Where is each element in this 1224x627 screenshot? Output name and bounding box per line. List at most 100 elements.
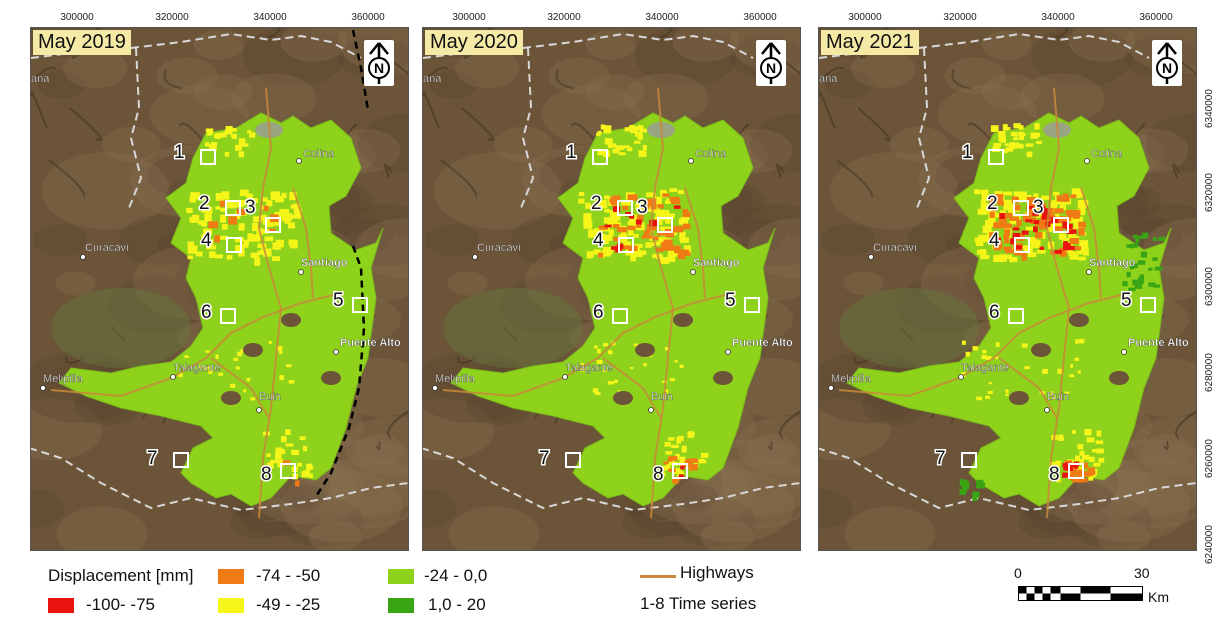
displacement-patch-yellow bbox=[602, 249, 612, 256]
displacement-patch-yellow bbox=[974, 237, 981, 243]
displacement-patch-yellow bbox=[664, 389, 669, 394]
displacement-patch-yellow bbox=[608, 229, 614, 237]
displacement-patch-yellow bbox=[679, 456, 686, 462]
displacement-patch-red bbox=[1032, 212, 1039, 216]
terrain-patch bbox=[429, 70, 478, 99]
displacement-patch-yellow bbox=[982, 202, 989, 209]
displacement-patch-orange bbox=[1003, 246, 1013, 251]
displacement-patch-yellow bbox=[657, 237, 668, 245]
displacement-patch-yellow bbox=[975, 238, 984, 247]
displacement-patch-yellow bbox=[985, 219, 995, 226]
displacement-patch-yellow bbox=[1076, 250, 1086, 255]
site-label: 8 bbox=[1049, 464, 1060, 485]
terrain-ridge bbox=[951, 68, 971, 90]
place-marker bbox=[296, 158, 302, 164]
site-box bbox=[617, 200, 633, 216]
place-marker bbox=[333, 349, 339, 355]
displacement-patch-yellow bbox=[217, 372, 224, 376]
terrain-patch bbox=[101, 126, 161, 162]
displacement-patch-yellow bbox=[593, 249, 601, 255]
highway bbox=[838, 292, 1130, 398]
displacement-patch-yellow bbox=[260, 205, 267, 210]
displacement-patch-yellow bbox=[1088, 474, 1094, 481]
terrain-patch bbox=[1068, 469, 1191, 543]
displacement-patch-orange bbox=[1078, 227, 1085, 236]
displacement-patch-yellow bbox=[1030, 237, 1037, 242]
displacement-patch-orange bbox=[1022, 213, 1032, 222]
displacement-patch-yellow bbox=[265, 219, 274, 227]
north-arrow-letter: N bbox=[374, 60, 384, 76]
displacement-patch-orange bbox=[682, 223, 691, 230]
terrain-patch bbox=[63, 49, 128, 89]
place-marker bbox=[40, 385, 46, 391]
displacement-patch-yellow bbox=[604, 234, 613, 241]
displacement-patch-orange bbox=[611, 198, 619, 206]
displacement-patch-orange bbox=[627, 225, 636, 231]
displacement-patch-darkgreen bbox=[1130, 263, 1138, 269]
displacement-patch-orange bbox=[989, 211, 995, 218]
displacement-patch-yellow bbox=[1064, 391, 1070, 394]
terrain-patch bbox=[31, 488, 65, 529]
displacement-patch-orange bbox=[668, 468, 676, 473]
place-label: Melipilla bbox=[831, 373, 872, 385]
displacement-patch-yellow bbox=[669, 188, 678, 192]
displacement-patch-yellow bbox=[982, 225, 992, 234]
displacement-patch-yellow bbox=[289, 215, 297, 219]
displacement-patch-yellow bbox=[240, 349, 245, 353]
displacement-patch-yellow bbox=[639, 128, 647, 133]
site-box bbox=[226, 237, 242, 253]
displacement-patch-yellow bbox=[981, 207, 990, 212]
legend-label-lightgreen: -24 - 0,0 bbox=[424, 566, 488, 585]
displacement-patch-yellow bbox=[578, 191, 585, 197]
displacement-patch-yellow bbox=[604, 209, 611, 213]
terrain-patch bbox=[829, 152, 959, 230]
displacement-patch-yellow bbox=[678, 190, 684, 195]
fault-line bbox=[313, 29, 370, 499]
panel-title: May 2019 bbox=[33, 30, 131, 55]
displacement-patch-yellow bbox=[669, 459, 675, 465]
displacement-patch-yellow bbox=[1082, 454, 1090, 460]
scalebar-max-label: 30 bbox=[1134, 565, 1150, 581]
displacement-patch-yellow bbox=[187, 241, 195, 250]
displacement-patch-yellow bbox=[238, 151, 245, 158]
displacement-patch-red bbox=[635, 219, 642, 225]
terrain-ridge bbox=[163, 68, 183, 90]
displacement-patch-yellow bbox=[1032, 132, 1041, 138]
displacement-patch-yellow bbox=[204, 229, 213, 236]
displacement-patch-orange bbox=[263, 205, 269, 212]
displacement-patch-orange bbox=[1054, 208, 1064, 214]
displacement-patch-orange bbox=[1059, 196, 1070, 202]
displacement-patch-yellow bbox=[1013, 137, 1019, 141]
displacement-patch-red bbox=[1062, 474, 1066, 478]
terrain-ridge bbox=[853, 356, 874, 364]
displacement-patch-yellow bbox=[1055, 460, 1061, 466]
displacement-patch-yellow bbox=[580, 363, 585, 367]
displacement-patch-yellow bbox=[1079, 204, 1085, 212]
displacement-patch-yellow bbox=[186, 207, 193, 214]
displacement-patch-yellow bbox=[602, 369, 608, 372]
terrain-ridge bbox=[819, 90, 836, 129]
displacement-patch-orange bbox=[1009, 216, 1020, 221]
displacement-patch-yellow bbox=[308, 473, 314, 478]
displacement-patch-yellow bbox=[274, 211, 284, 218]
place-label: Melipilla bbox=[43, 373, 84, 385]
terrain-patch bbox=[843, 271, 884, 296]
displacement-patch-darkgreen bbox=[1154, 266, 1163, 271]
displacement-patch-yellow bbox=[965, 351, 971, 357]
displacement-patch-orange bbox=[998, 201, 1004, 206]
displacement-patch-yellow bbox=[622, 241, 631, 246]
displacement-patch-yellow bbox=[643, 363, 647, 367]
displacement-patch-yellow bbox=[1068, 231, 1074, 240]
displacement-patch-red bbox=[678, 474, 684, 480]
terrain-patch bbox=[750, 113, 800, 172]
displacement-patch-yellow bbox=[994, 355, 999, 360]
displacement-patch-darkgreen bbox=[1153, 284, 1161, 288]
displacement-patch-red bbox=[680, 465, 685, 469]
displacement-patch-orange bbox=[1005, 249, 1015, 254]
terrain-patch bbox=[1019, 73, 1105, 125]
displacement-patch-yellow bbox=[249, 132, 256, 138]
displacement-patch-yellow bbox=[1073, 223, 1083, 230]
place-marker bbox=[828, 385, 834, 391]
north-arrow-icon: N bbox=[756, 40, 786, 86]
terrain-patch bbox=[889, 126, 949, 162]
